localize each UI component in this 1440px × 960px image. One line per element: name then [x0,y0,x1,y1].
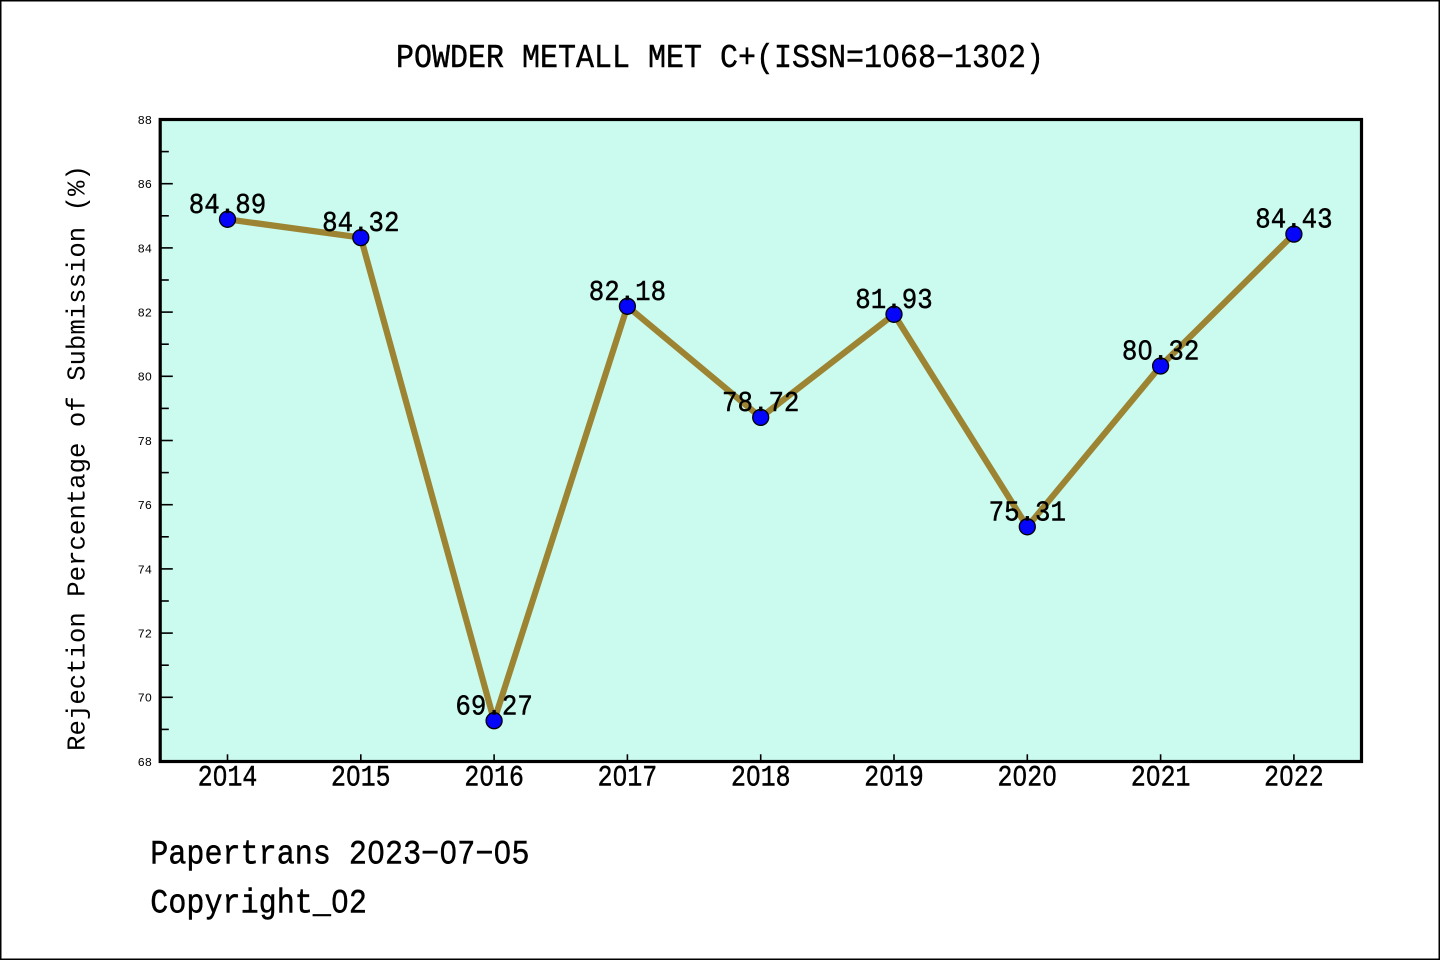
svg-text:74: 74 [138,563,152,577]
svg-text:82: 82 [138,307,152,321]
svg-text:80.32: 80.32 [1122,336,1199,369]
svg-text:Rejection Percentage of Submis: Rejection Percentage of Submission (%) [63,165,92,751]
svg-text:75.31: 75.31 [989,497,1066,530]
svg-text:2015: 2015 [331,762,391,795]
svg-text:2019: 2019 [864,762,924,795]
svg-text:84: 84 [138,242,152,256]
svg-text:81.93: 81.93 [855,285,932,318]
svg-text:76: 76 [138,499,152,513]
svg-text:2017: 2017 [598,762,658,795]
svg-text:68: 68 [138,756,152,770]
svg-text:86: 86 [138,178,152,192]
svg-text:2022: 2022 [1264,762,1324,795]
svg-text:78.72: 78.72 [722,388,799,421]
svg-text:2018: 2018 [731,762,791,795]
svg-text:88: 88 [138,114,152,128]
svg-text:80: 80 [138,371,152,385]
svg-text:72: 72 [138,628,152,642]
svg-text:2016: 2016 [464,762,524,795]
svg-text:70: 70 [138,692,152,706]
svg-text:84.32: 84.32 [322,208,399,241]
svg-text:2021: 2021 [1131,762,1191,795]
svg-text:Papertrans 2023−07−05: Papertrans 2023−07−05 [150,835,529,874]
svg-text:2014: 2014 [198,762,258,795]
svg-text:69.27: 69.27 [455,691,532,724]
svg-text:84.43: 84.43 [1255,205,1332,238]
svg-text:78: 78 [138,435,152,449]
svg-text:82.18: 82.18 [589,277,666,310]
svg-text:Copyright_02: Copyright_02 [150,884,367,923]
svg-text:84.89: 84.89 [189,190,266,223]
svg-text:POWDER METALL MET C+(ISSN=1068: POWDER METALL MET C+(ISSN=1068−1302) [396,39,1044,78]
